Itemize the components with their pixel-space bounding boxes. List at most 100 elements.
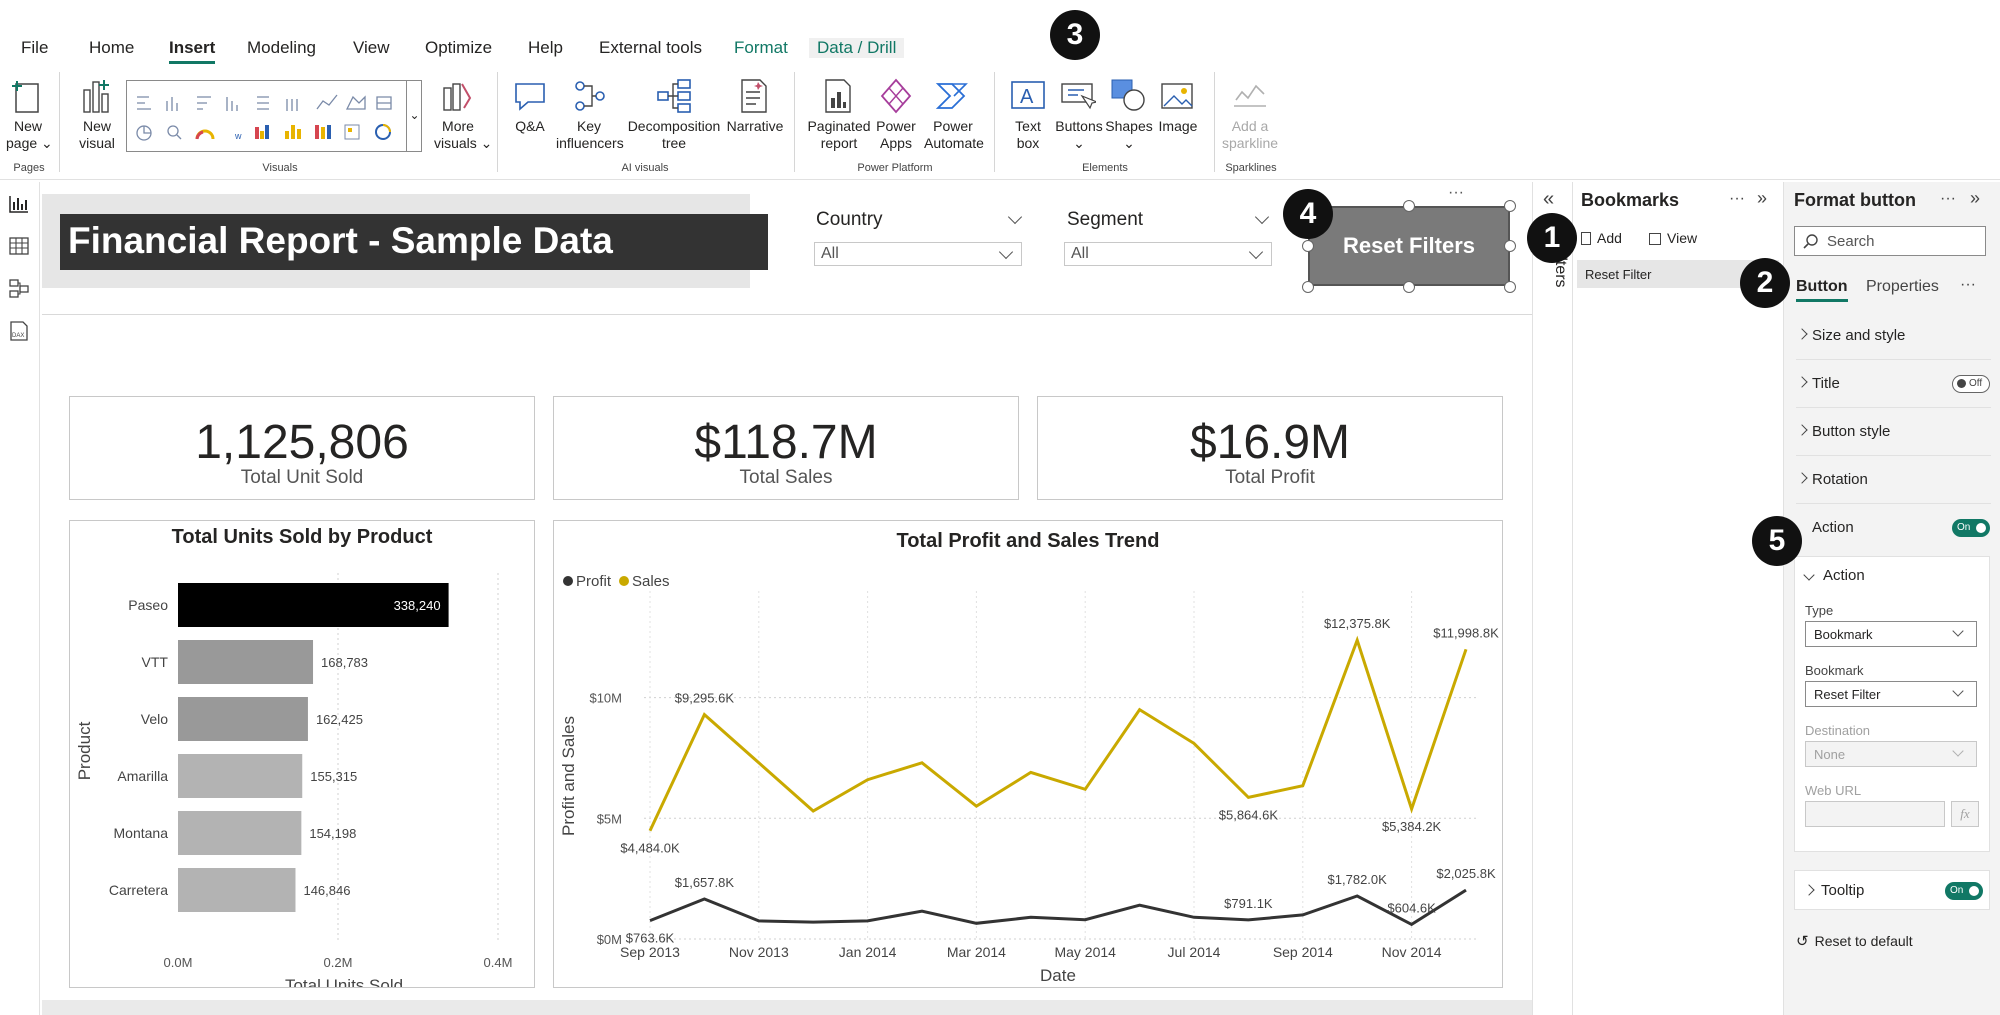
shapes-button[interactable]: Shapes ⌄ <box>1104 118 1154 152</box>
image-button[interactable]: Image <box>1158 118 1198 134</box>
menu-insert[interactable]: Insert <box>169 38 216 64</box>
resize-handle[interactable] <box>1504 200 1516 212</box>
power-apps-label-2: Apps <box>880 135 912 151</box>
buttons-dropdown-chevron-icon: ⌄ <box>1073 135 1085 151</box>
text-box-button[interactable]: Text box <box>1006 118 1050 152</box>
add-bookmark-button[interactable]: Add <box>1581 230 1622 246</box>
menu-data-drill[interactable]: Data / Drill <box>809 38 905 58</box>
paginated-report-button[interactable]: Paginated report <box>806 118 872 152</box>
add-sparkline-label-2: sparkline <box>1221 135 1279 151</box>
menu-modeling[interactable]: Modeling <box>247 38 316 57</box>
reset-to-default-link[interactable]: ↺ Reset to default <box>1796 932 1913 950</box>
key-influencers-button[interactable]: Key influencers <box>556 118 624 152</box>
decomposition-tree-button[interactable]: Decomposition tree <box>626 118 722 152</box>
data-label-profit: $763.6K <box>626 931 675 946</box>
resize-handle[interactable] <box>1403 200 1415 212</box>
view-bookmarks-button[interactable]: View <box>1649 230 1697 246</box>
kpi-label: Total Unit Sold <box>240 467 364 488</box>
menu-external-tools[interactable]: External tools <box>599 38 702 57</box>
narrative-button[interactable]: Narrative <box>726 118 784 134</box>
visual-more-options-icon[interactable]: ··· <box>1448 184 1464 201</box>
title-toggle[interactable]: Off <box>1952 375 1990 393</box>
resize-handle[interactable] <box>1403 281 1415 293</box>
country-slicer-collapse-chevron-icon[interactable] <box>1007 209 1023 225</box>
y-category-label: Montana <box>114 825 169 841</box>
reset-filters-button[interactable]: Reset Filters <box>1308 206 1510 286</box>
section-button-style[interactable]: Button style <box>1796 408 1991 456</box>
expand-filters-chevron-icon[interactable]: « <box>1543 188 1555 210</box>
new-visual-button[interactable]: New visual <box>74 118 120 152</box>
conditional-formatting-fx-button[interactable]: fx <box>1951 801 1979 827</box>
key-influencers-label-1: Key <box>576 118 602 134</box>
collapse-chevron-icon[interactable] <box>1803 569 1815 581</box>
new-page-button[interactable]: New page ⌄ <box>6 118 53 152</box>
power-apps-button[interactable]: Power Apps <box>874 118 918 152</box>
x-tick-label: Sep 2013 <box>620 944 680 960</box>
resize-handle[interactable] <box>1504 281 1516 293</box>
buttons-button[interactable]: Buttons ⌄ <box>1052 118 1106 152</box>
section-action[interactable]: Action On <box>1796 504 1991 552</box>
resize-handle[interactable] <box>1302 281 1314 293</box>
segment-slicer-collapse-chevron-icon[interactable] <box>1254 209 1270 225</box>
format-search-input[interactable]: Search <box>1794 226 1986 256</box>
section-rotation[interactable]: Rotation <box>1796 456 1991 504</box>
model-view-icon[interactable] <box>8 278 30 298</box>
bookmark-dropdown[interactable]: Reset Filter <box>1805 681 1977 707</box>
kpi-card-total-profit[interactable]: $16.9M Total Profit <box>1037 396 1503 500</box>
header-divider <box>42 314 1532 315</box>
table-view-icon[interactable] <box>8 236 30 256</box>
format-more-options-icon[interactable]: ··· <box>1940 190 1956 207</box>
gallery-expand-chevron-icon[interactable]: ⌄ <box>406 80 422 152</box>
resize-handle[interactable] <box>1302 240 1314 252</box>
destination-dropdown[interactable]: None <box>1805 741 1977 767</box>
y-category-label: VTT <box>142 654 169 670</box>
power-automate-button[interactable]: Power Automate <box>924 118 984 152</box>
bar-data-label: 154,198 <box>309 826 356 841</box>
tabs-more-options-icon[interactable]: ··· <box>1960 276 1976 293</box>
callout-badge-3: 3 <box>1050 10 1100 60</box>
more-visuals-button[interactable]: More visuals ⌄ <box>434 118 492 152</box>
chart-title: Total Units Sold by Product <box>172 526 433 548</box>
bar-chart-visual[interactable]: Total Units Sold by Product 0.0M 0.2M 0.4M P… <box>69 520 535 995</box>
callout-badge-5: 5 <box>1752 516 1802 566</box>
add-sparkline-button[interactable]: Add a sparkline <box>1220 118 1280 152</box>
x-axis-title: Date <box>1040 966 1076 985</box>
bar-data-label: 146,846 <box>303 883 350 898</box>
format-pane-title: Format button <box>1794 190 1916 210</box>
resize-handle[interactable] <box>1504 240 1516 252</box>
menu-help[interactable]: Help <box>528 38 563 57</box>
chevron-down-icon <box>1952 625 1964 637</box>
tooltip-toggle[interactable]: On <box>1945 882 1983 900</box>
type-dropdown[interactable]: Bookmark <box>1805 621 1977 647</box>
tab-button[interactable]: Button <box>1796 278 1848 302</box>
menu-format[interactable]: Format <box>734 38 788 57</box>
web-url-input[interactable] <box>1805 801 1945 827</box>
segment-slicer-dropdown[interactable]: All <box>1064 242 1272 266</box>
y-category-label: Velo <box>141 711 168 727</box>
line-chart-visual[interactable]: Total Profit and Sales Trend Profit Sales $… <box>553 520 1503 988</box>
filters-pane-collapsed[interactable]: « Filters <box>1532 182 1572 1015</box>
collapse-pane-chevron-icon[interactable]: » <box>1757 188 1768 208</box>
country-slicer-dropdown[interactable]: All <box>814 242 1022 266</box>
dax-query-view-icon[interactable]: DAX <box>8 320 30 342</box>
kpi-card-total-sales[interactable]: $118.7M Total Sales <box>553 396 1019 500</box>
qa-button[interactable]: Q&A <box>515 118 545 134</box>
action-toggle[interactable]: On <box>1952 519 1990 537</box>
narrative-icon <box>741 79 767 113</box>
bookmarks-more-options-icon[interactable]: ··· <box>1729 190 1745 207</box>
visuals-gallery[interactable]: w <box>126 80 422 152</box>
menu-view[interactable]: View <box>353 38 390 57</box>
report-view-icon[interactable] <box>8 194 30 214</box>
tab-properties[interactable]: Properties <box>1866 278 1939 295</box>
section-tooltip[interactable]: Tooltip On <box>1794 870 1990 910</box>
menu-home[interactable]: Home <box>89 38 135 57</box>
section-title[interactable]: Title Off <box>1796 360 1991 408</box>
add-sparkline-label-1: Add a <box>1231 118 1269 134</box>
collapse-format-pane-chevron-icon[interactable]: » <box>1970 188 1981 208</box>
menu-optimize[interactable]: Optimize <box>425 38 493 57</box>
legend-marker-profit <box>563 576 573 586</box>
group-label-pages: Pages <box>13 162 45 174</box>
section-size-and-style[interactable]: Size and style <box>1796 312 1991 360</box>
menu-file[interactable]: File <box>21 38 49 57</box>
kpi-card-total-unit-sold[interactable]: 1,125,806 Total Unit Sold <box>69 396 535 500</box>
